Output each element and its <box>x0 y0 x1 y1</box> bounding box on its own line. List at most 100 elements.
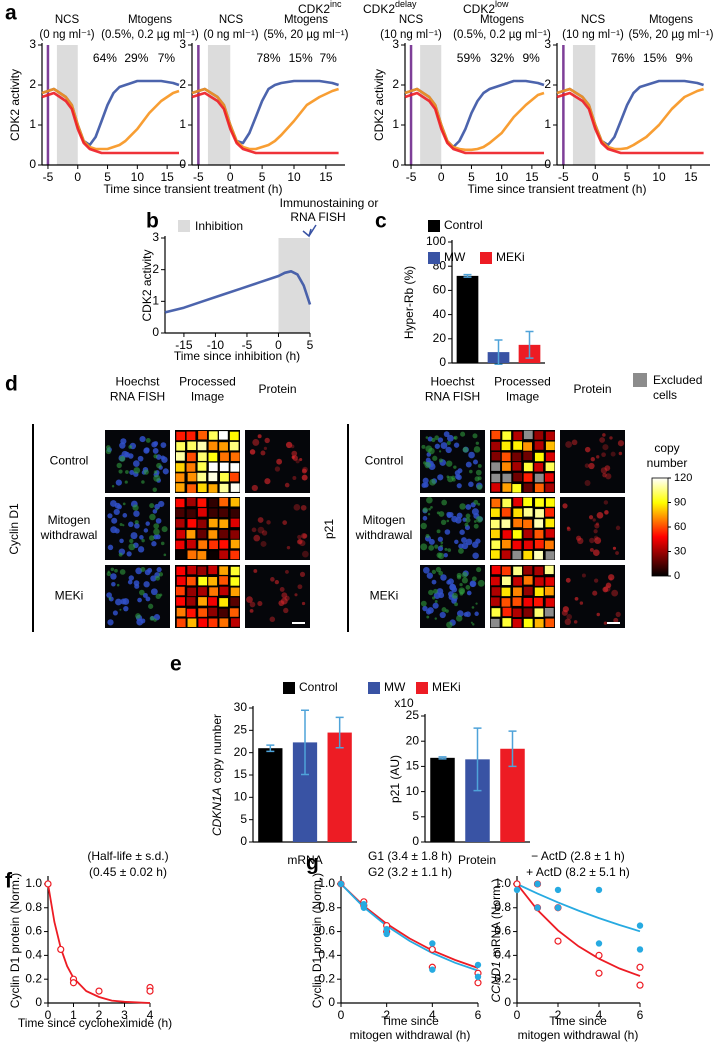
y-tick-label: 20 <box>234 745 248 759</box>
protein-signal <box>596 455 600 459</box>
data-point <box>554 904 562 911</box>
fish-signal <box>425 436 429 439</box>
fish-signal <box>473 499 479 505</box>
nucleus <box>474 611 479 617</box>
segmented-cell <box>501 452 511 462</box>
protein-signal <box>297 584 303 590</box>
panel-letter: e <box>170 653 182 676</box>
segmented-cell <box>512 540 522 550</box>
protein-signal <box>584 480 591 486</box>
x-tick-label: 0 <box>74 170 81 184</box>
nucleus <box>107 619 114 626</box>
trace-line <box>556 91 704 155</box>
segmented-cell <box>230 550 240 560</box>
segmented-cell <box>513 577 522 586</box>
segmented-cell <box>545 551 555 560</box>
fish-signal <box>148 535 155 541</box>
segmented-cell <box>544 565 554 575</box>
segmented-cell <box>545 441 555 451</box>
legend-label: cells <box>653 388 677 402</box>
fish-signal <box>148 603 154 609</box>
y-tick-label: 1 <box>152 294 159 308</box>
segmented-cell <box>187 618 197 627</box>
fish-signal <box>431 569 437 575</box>
segmented-cell <box>502 462 511 471</box>
segmented-cell <box>490 597 500 606</box>
nucleus <box>129 469 135 476</box>
fish-signal <box>110 567 115 572</box>
segmented-cell <box>534 539 544 549</box>
colorbar <box>651 477 669 577</box>
nucleus <box>426 572 433 579</box>
y-tick-label: 100 <box>426 234 446 248</box>
protein-signal <box>260 450 266 456</box>
protein-signal <box>605 582 612 589</box>
segmented-cell <box>523 451 533 461</box>
y-tick-label: 0 <box>328 995 335 1009</box>
protein-signal <box>592 518 596 522</box>
y-tick-label: 0.4 <box>494 948 511 962</box>
protein-signal <box>264 437 270 444</box>
nucleus <box>137 455 144 462</box>
nucleus <box>152 509 158 514</box>
y-axis-label-part: CCND1 <box>489 961 503 1002</box>
segmented-cell <box>176 566 186 576</box>
segmented-cell <box>534 529 544 539</box>
segmented-cell <box>491 608 501 617</box>
image-background <box>490 497 555 560</box>
header-title: Mtogens <box>284 14 328 26</box>
x-tick-label: 4 <box>429 1008 436 1022</box>
segmented-cell <box>491 540 501 549</box>
segmented-cell <box>491 483 501 492</box>
y-axis-label-part: Cyclin D1 protein (Norm.) <box>8 873 22 1008</box>
segmented-cell <box>512 484 522 493</box>
nucleus <box>422 605 428 612</box>
segmented-cell <box>523 576 533 585</box>
segmented-cell <box>220 472 229 482</box>
nucleus <box>143 528 149 533</box>
nucleus <box>153 441 159 446</box>
nucleus <box>443 552 448 558</box>
legend-label: Inhibition <box>195 219 243 233</box>
fish-signal <box>420 543 428 551</box>
segmented-cell <box>544 473 554 482</box>
segmented-cell <box>502 498 512 508</box>
row-label: Control <box>365 454 404 468</box>
segmented-cell <box>197 472 207 482</box>
nucleus <box>454 539 459 545</box>
trace-line <box>191 87 339 151</box>
segmented-cell <box>534 577 544 586</box>
image-background <box>175 565 240 628</box>
fish-signal <box>436 552 442 558</box>
legend-label: − ActD (2.8 ± 1 h) <box>531 849 625 863</box>
segmented-cell <box>208 462 218 472</box>
fish-signal <box>434 544 439 549</box>
class-fraction: 32% <box>490 51 514 65</box>
colorbar-tick-label: 0 <box>674 570 680 582</box>
data-point <box>383 930 390 938</box>
segmented-cell <box>513 441 523 450</box>
y-axis-label-part: CDK2 activity <box>140 249 154 321</box>
fish-signal <box>128 543 136 551</box>
nucleus <box>112 610 118 616</box>
column-header: Image <box>191 390 225 404</box>
nucleus <box>153 534 159 540</box>
segmented-cell <box>176 576 186 586</box>
fish-signal <box>149 616 155 621</box>
x-tick-label: 5 <box>624 170 631 184</box>
protein-signal <box>295 459 300 464</box>
protein-signal <box>602 586 609 593</box>
y-tick-label: 0.8 <box>494 900 511 914</box>
y-tick-label: 60 <box>433 283 447 297</box>
row-label: withdrawal <box>40 528 98 542</box>
fish-signal <box>475 602 478 605</box>
segmented-cell <box>198 618 208 627</box>
protein-signal <box>274 580 279 585</box>
segmented-cell <box>491 441 501 451</box>
segmented-cell <box>523 586 533 596</box>
segmented-cell <box>501 519 511 528</box>
x-tick-label: -5 <box>406 170 417 184</box>
segmented-cell <box>197 551 207 560</box>
segmented-cell <box>490 519 500 529</box>
segmented-cell <box>219 497 229 507</box>
